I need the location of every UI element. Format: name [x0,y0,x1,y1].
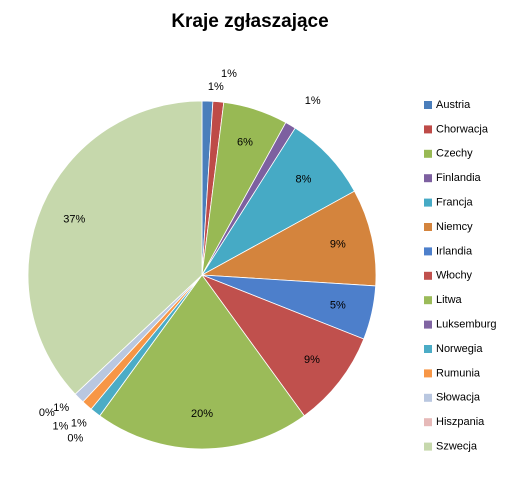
legend-label: Austria [436,99,471,111]
legend-swatch [424,247,432,256]
data-label: 0% [67,432,83,444]
pie-slice [99,274,305,450]
legend-label: Czechy [436,148,473,160]
legend-swatch [424,369,432,378]
pie-slice [200,274,365,417]
data-label: 37% [63,214,85,226]
pie-slice [27,100,203,395]
data-label: 20% [191,408,213,420]
legend-label: Chorwacja [436,123,489,135]
legend-swatch [424,345,432,353]
legend-swatch [424,101,432,109]
legend-label: Szwecja [436,441,478,453]
pie-slice [200,190,377,287]
data-label: 9% [330,239,346,251]
legend-label: Włochy [436,270,473,282]
legend-swatch [424,271,432,280]
data-label: 1% [208,81,224,93]
legend-label: Hiszpania [436,416,485,428]
legend-swatch [424,442,432,451]
data-label: 1% [221,68,237,80]
legend-swatch [424,418,432,427]
legend-label: Norwegia [436,343,483,355]
data-label: 1% [305,95,321,107]
legend-swatch [424,149,432,158]
data-label: 8% [296,174,312,186]
legend-label: Luksemburg [436,319,497,331]
legend-label: Rumunia [436,367,481,379]
legend-label: Francja [436,197,474,209]
legend-swatch [424,223,432,231]
legend-label: Finlandia [436,172,482,184]
data-label: 1% [53,402,69,414]
data-label: 0% [39,407,55,419]
data-label: 6% [237,137,253,149]
legend-swatch [424,296,432,305]
legend-label: Słowacja [436,392,481,404]
chart-title: Kraje zgłaszające [171,11,328,32]
data-label: 1% [53,420,69,432]
data-label: 5% [330,299,346,311]
legend-label: Litwa [436,294,463,306]
legend-swatch [424,198,432,207]
legend-swatch [424,125,432,134]
legend-label: Irlandia [436,245,473,257]
data-label: 9% [304,354,320,366]
legend-label: Niemcy [436,221,473,233]
legend-swatch [424,174,432,183]
legend-swatch [424,320,432,329]
legend-swatch [424,393,432,402]
data-label: 1% [71,417,87,429]
